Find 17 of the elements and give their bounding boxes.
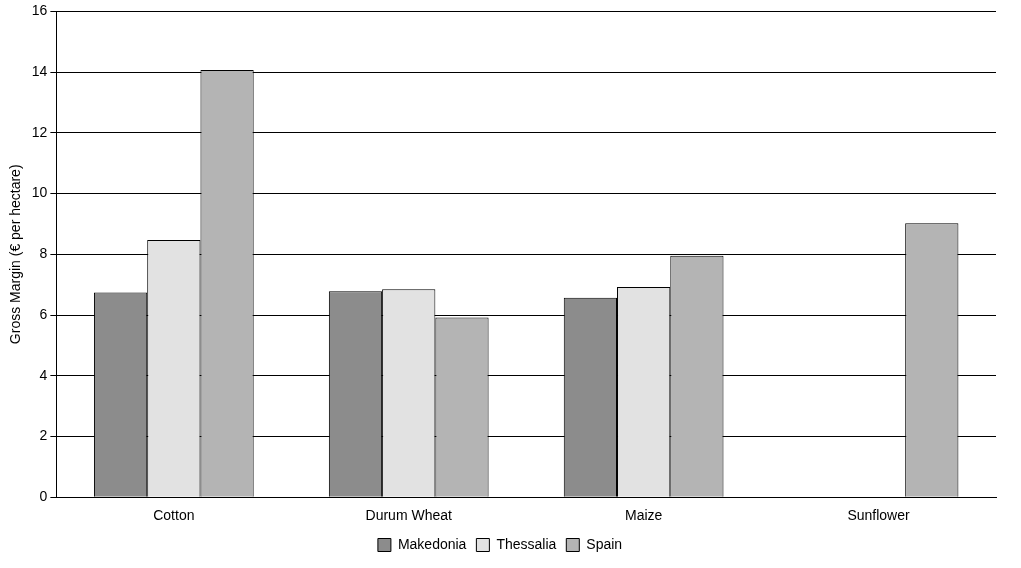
y-axis-title: Gross Margin (€ per hectare) xyxy=(7,164,24,345)
x-tick-label: Maize xyxy=(624,507,663,524)
y-tick-label: 2 xyxy=(39,427,48,444)
y-tick-label: 8 xyxy=(39,245,48,262)
x-tick-label: Durum Wheat xyxy=(365,507,453,524)
y-tick-label: 16 xyxy=(31,2,48,19)
y-tick-label: 0 xyxy=(39,488,48,505)
y-tick-label: 12 xyxy=(31,123,48,140)
y-tick-label: 6 xyxy=(39,305,48,322)
y-tick-label: 10 xyxy=(31,184,48,201)
y-tick-label: 4 xyxy=(39,366,48,383)
legend-label: Thessalia xyxy=(496,535,557,552)
legend-label: Makedonia xyxy=(397,535,467,552)
x-tick-label: Sunflower xyxy=(847,507,911,524)
legend-label: Spain xyxy=(586,535,623,552)
y-tick-label: 14 xyxy=(31,62,48,79)
x-tick-label: Cotton xyxy=(153,507,195,524)
